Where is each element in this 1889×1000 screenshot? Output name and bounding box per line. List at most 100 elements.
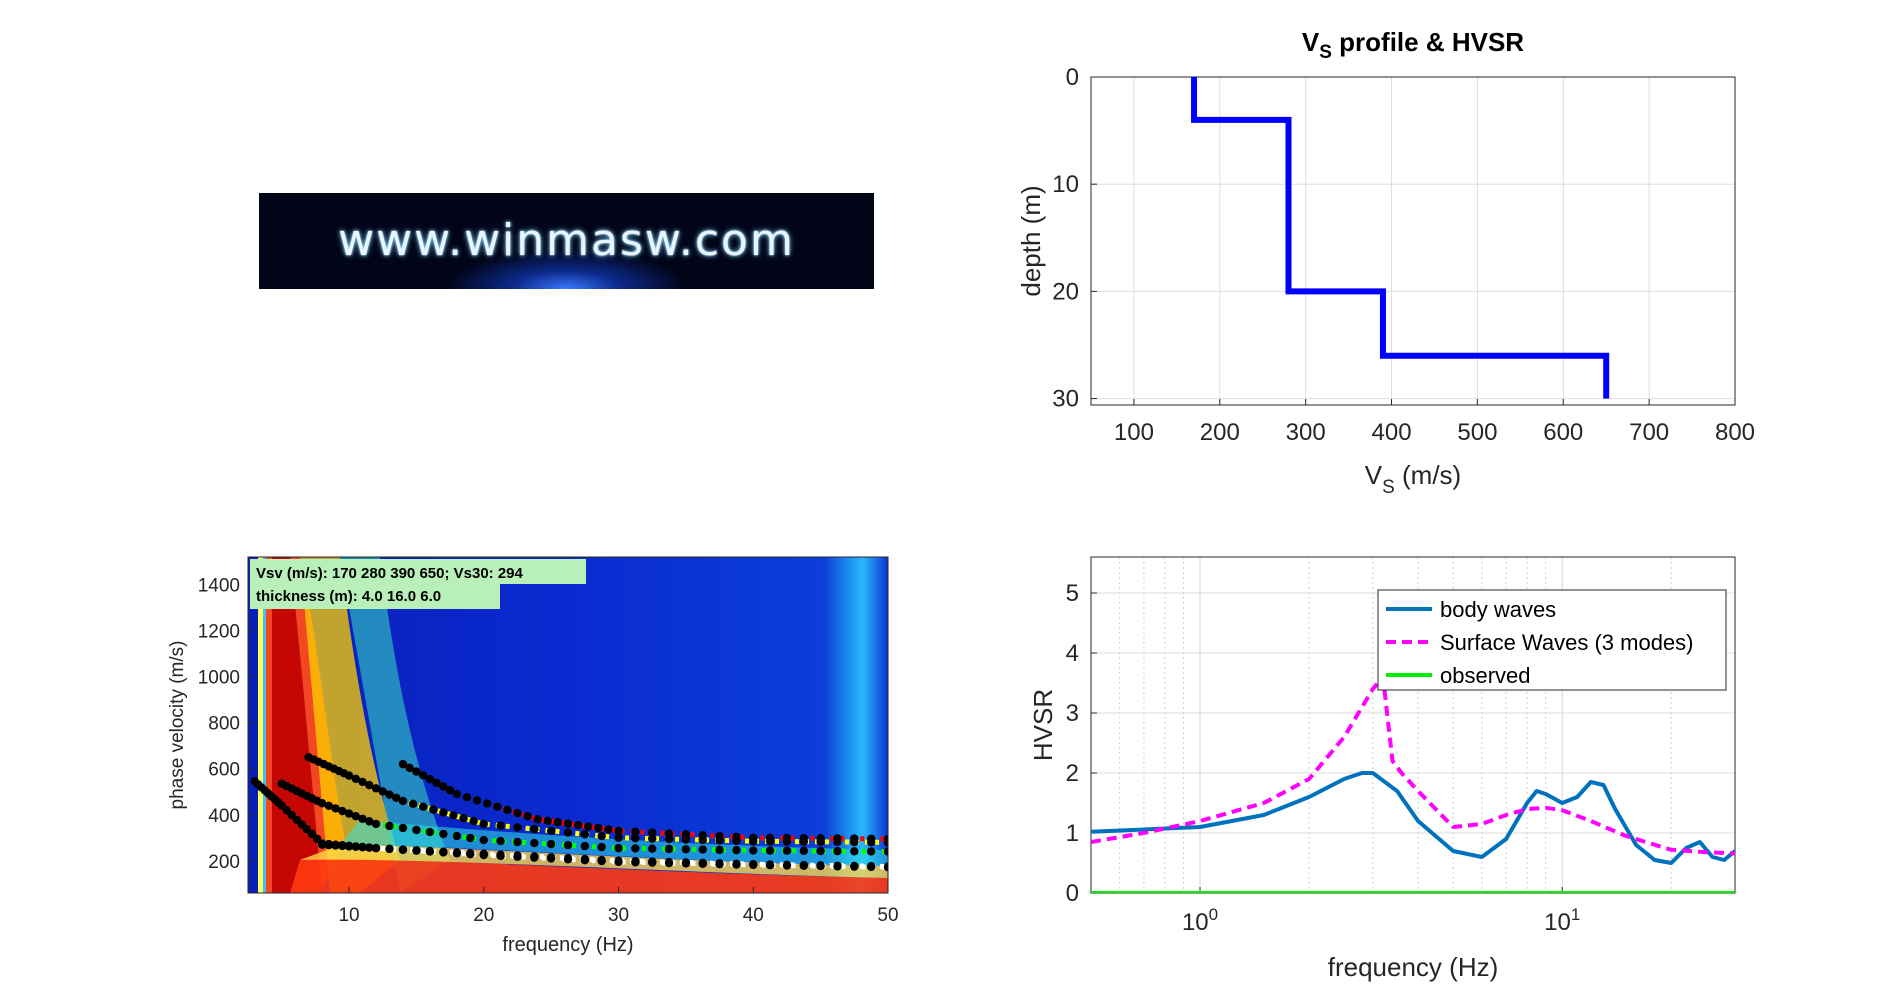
picked-curve-point [580,856,590,865]
hvsr-ylabel: HVSR [1028,689,1058,761]
hvsr-tick-labels: 0 1 2 3 4 5 100 101 [1066,580,1581,936]
picked-curve-point [324,840,334,850]
picked-curve-point [365,780,374,790]
picked-curve-point [344,771,354,780]
picked-curve-point [405,763,414,773]
picked-curve-point [439,808,448,817]
hvsr-ytick-label: 0 [1066,880,1079,907]
picked-curve-point [546,839,556,849]
vs-xtick-label: 400 [1372,419,1412,446]
picked-curve-point [418,802,428,811]
picked-curve-point [597,831,606,841]
picked-curve-point [385,821,394,831]
picked-curve-point [432,778,441,788]
picked-curve-point [883,863,888,872]
picked-curve-point [765,846,775,855]
disp-tick-labels: 10 20 30 40 50 200 400 600 800 1000 1200 1400 [198,576,899,926]
dispersion-chart: 10 20 30 40 50 200 400 600 800 1000 1200 1400 Vsv (… [167,556,899,956]
picked-curve-point [358,814,367,823]
picked-curve-point [317,799,327,808]
vs-xtick-label: 200 [1200,419,1240,446]
picked-curve-point [398,845,408,855]
picked-curve-point [412,825,421,835]
picked-curve-point [594,823,603,833]
picked-curve-point [732,860,741,869]
disp-xtick-label: 30 [608,905,629,926]
heat-fundamental-band [290,859,888,893]
picked-curve-point [331,804,340,813]
winmasw-logo: www.winmasw.com [259,193,874,289]
picked-curve-point [479,850,488,860]
picked-curve-point [584,822,593,831]
picked-curve-point [631,858,640,867]
picked-curve-point [452,849,462,858]
vs-xtick-label: 700 [1629,419,1669,446]
picked-curve-point [530,824,539,834]
picked-curve-point [408,799,418,809]
disp-ytick-label: 1000 [198,668,240,689]
picked-curve-point [462,793,472,802]
hvsr-xtick-label: 101 [1544,905,1580,936]
picked-curve-point [385,844,394,854]
vs-xtick-label: 500 [1457,419,1497,446]
picked-curve-point [866,862,876,872]
picked-curve-point [472,796,482,805]
picked-curve-point [580,841,590,851]
picked-curve-point [331,841,340,850]
heat-band-cyan [340,820,888,866]
disp-ytick-label: 800 [208,714,240,735]
picked-curve-point [385,790,394,799]
picked-curve-point [782,846,792,855]
picked-curve-point [715,845,724,855]
picked-curve-point [546,854,556,863]
picked-curve-point [698,845,707,854]
picked-curve-point [833,862,842,871]
picked-curve-point [715,831,724,841]
picked-curve-line [253,779,888,870]
vs-ytick-label: 10 [1052,171,1079,198]
picked-curve-point [338,806,347,816]
picked-curve-point [412,767,421,776]
picked-curve-point [782,833,792,843]
disp-xtick-label: 50 [877,905,898,926]
picked-curve-point [883,847,888,856]
picked-curve-point [614,833,623,842]
picked-curve-point [351,774,360,783]
picked-curve-point [425,827,435,837]
picked-curve-point [351,842,360,852]
picked-curve-point [573,820,583,830]
picked-curve-point [648,844,657,853]
picked-curve-point [530,853,539,862]
annotation-vsv: Vsv (m/s): 170 280 390 650; Vs30: 294 [256,565,524,582]
vs-tick-labels: 100 200 300 400 500 600 700 800 0 10 20 30 [1052,64,1755,446]
picked-curve-point [533,815,542,824]
picked-curve-point [425,774,435,784]
disp-ytick-label: 600 [208,760,240,781]
disp-ytick-label: 1400 [198,576,240,597]
picked-curve-point [749,860,758,870]
picked-curve-point [482,799,492,808]
picked-curve-point [398,823,408,833]
heat-stripe-left [258,557,263,893]
hvsr-legend: body waves Surface Waves (3 modes) observe… [1377,589,1727,691]
picked-curve-point [412,846,421,855]
picked-curve-point [469,816,478,826]
hvsr-xlabel: frequency (Hz) [1328,952,1499,982]
vs-xtick-label: 300 [1286,419,1326,446]
picked-curve-point [429,805,438,814]
disp-ylabel: phase velocity (m/s) [167,641,188,810]
hvsr-series [1091,675,1735,893]
picked-curve-point [883,834,888,844]
picked-curve-point [496,821,505,830]
picked-curve-point [344,809,354,818]
disp-ytick-label: 200 [208,852,240,873]
vs-title: VS profile & HVSR [1302,27,1524,63]
picked-curve-point [503,805,512,815]
picked-curve-point [681,830,691,839]
picked-curve-point [553,818,563,827]
picked-curve-point [698,859,707,869]
picked-curve-point [866,847,876,856]
picked-curve-point [523,811,532,821]
picked-curve-point [398,796,408,806]
